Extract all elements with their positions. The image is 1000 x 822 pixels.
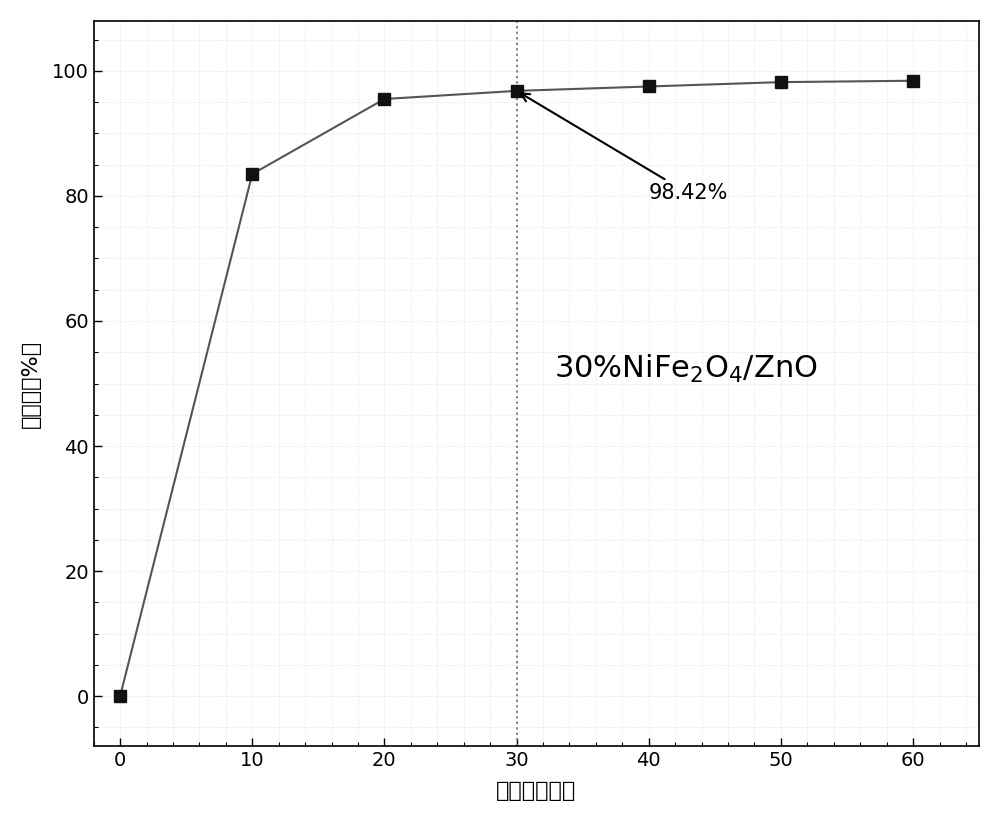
X-axis label: 时间（分钟）: 时间（分钟）: [496, 781, 577, 801]
Text: 98.42%: 98.42%: [521, 94, 728, 203]
Y-axis label: 降解率（%）: 降解率（%）: [21, 339, 41, 427]
Text: 30%NiFe$_2$O$_4$/ZnO: 30%NiFe$_2$O$_4$/ZnO: [554, 353, 818, 385]
